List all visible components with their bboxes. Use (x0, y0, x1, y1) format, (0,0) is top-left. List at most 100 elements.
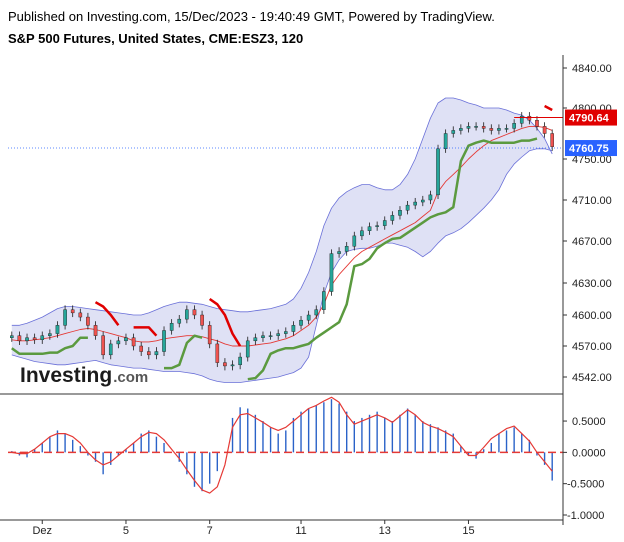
candle-body (443, 133, 448, 150)
candle-body (497, 128, 501, 131)
candle-body (291, 325, 296, 332)
candle-body (451, 130, 456, 134)
trend-line-down (94, 301, 120, 327)
candle-body (253, 337, 258, 342)
osc-tick-label: 0.0000 (572, 447, 606, 459)
osc-tick-label: 0.5000 (572, 416, 606, 428)
candle-body (268, 335, 273, 337)
candle-body (390, 215, 395, 221)
candle-body (299, 319, 303, 326)
price-tick-label: 4570.00 (572, 341, 612, 353)
oscillator-plot (8, 396, 563, 494)
price-tick-label: 4840.00 (572, 63, 612, 75)
time-tick-label: 11 (295, 525, 306, 537)
candle-body (337, 251, 341, 254)
trend-line-down (544, 104, 553, 112)
candle-body (223, 362, 227, 367)
instrument-title: S&P 500 Futures, United States, CME:ESZ3… (8, 31, 304, 46)
candle-body (352, 235, 357, 247)
candle-body (63, 309, 67, 326)
osc-tick-label: -0.5000 (567, 479, 604, 491)
candle-body (360, 230, 364, 237)
candle-body (405, 204, 410, 211)
candle-body (398, 210, 402, 216)
price-tick-label: 4542.00 (572, 372, 612, 384)
candle-body (535, 120, 539, 127)
candle-body (322, 291, 326, 310)
candle-body (40, 335, 45, 340)
candle-body (215, 343, 220, 363)
candle-body (185, 309, 189, 320)
candle-body (542, 126, 547, 134)
candle-body (131, 337, 136, 347)
candle-body (162, 330, 166, 352)
candle-body (32, 337, 37, 341)
candle-body (276, 333, 280, 336)
candle-body (17, 335, 22, 342)
candle-body (474, 126, 478, 128)
candle-body (314, 309, 319, 316)
candle-body (367, 226, 372, 231)
moving-average-line (11, 125, 553, 347)
price-tick-label: 4670.00 (572, 236, 612, 248)
candle-body (466, 126, 471, 129)
candle-body (284, 331, 288, 334)
candle-body (489, 128, 494, 131)
candle-body (459, 128, 463, 131)
price-tick-label: 4630.00 (572, 278, 612, 290)
candle-body (375, 225, 379, 227)
candle-body (200, 314, 204, 326)
time-tick-label: Dez (32, 525, 52, 537)
candle-body (329, 253, 334, 292)
bollinger-lower-line (11, 148, 553, 383)
price-tick-label: 4600.00 (572, 310, 612, 322)
oscillator-signal-line (11, 396, 553, 494)
osc-tick-label: -1.0000 (567, 510, 604, 522)
candle-body (108, 343, 113, 356)
candle-body (519, 115, 524, 124)
candle-body (101, 335, 105, 356)
time-tick-label: 13 (379, 525, 391, 537)
candle-body (55, 325, 60, 334)
candle-body (78, 312, 83, 318)
axes: 4840.004800.004750.004710.004670.004630.… (0, 55, 617, 537)
price-tag-red (565, 109, 617, 126)
candle-body (238, 356, 242, 366)
investing-logo: Investing .com (20, 364, 148, 387)
published-caption: Published on Investing.com, 15/Dec/2023 … (8, 9, 495, 24)
price-tick-label: 4750.00 (572, 154, 612, 166)
price-tag-label: 4790.64 (569, 113, 610, 125)
time-tick-label: 7 (207, 525, 213, 537)
candle-body (154, 351, 159, 356)
candle-body (421, 199, 425, 203)
candle-body (382, 220, 387, 226)
price-tick-label: 4710.00 (572, 195, 612, 207)
price-tag-blue (565, 140, 617, 157)
price-tag-label: 4760.75 (569, 143, 609, 155)
candle-body (10, 335, 14, 338)
candle-body (25, 337, 29, 342)
trend-line-up (164, 334, 203, 370)
candle-body (504, 128, 509, 130)
candle-body (147, 351, 151, 356)
candle-body (550, 133, 554, 147)
logo-suffix: .com (113, 369, 148, 386)
candle-body (139, 345, 143, 352)
main-plot (8, 97, 563, 383)
time-tick-label: 5 (123, 525, 129, 537)
candle-body (48, 333, 52, 336)
candle-body (124, 337, 128, 342)
candle-body (261, 335, 265, 338)
candle-body (230, 364, 235, 367)
bollinger-upper-line (11, 97, 553, 326)
time-tick-label: 15 (462, 525, 474, 537)
trend-line-down (208, 297, 242, 347)
candle-body (344, 246, 349, 252)
logo-brand: Investing (20, 364, 112, 387)
candle-body (428, 194, 433, 201)
candle-body (436, 148, 440, 196)
candle-body (93, 325, 98, 336)
candle-body (527, 115, 532, 121)
candle-body (245, 340, 250, 358)
